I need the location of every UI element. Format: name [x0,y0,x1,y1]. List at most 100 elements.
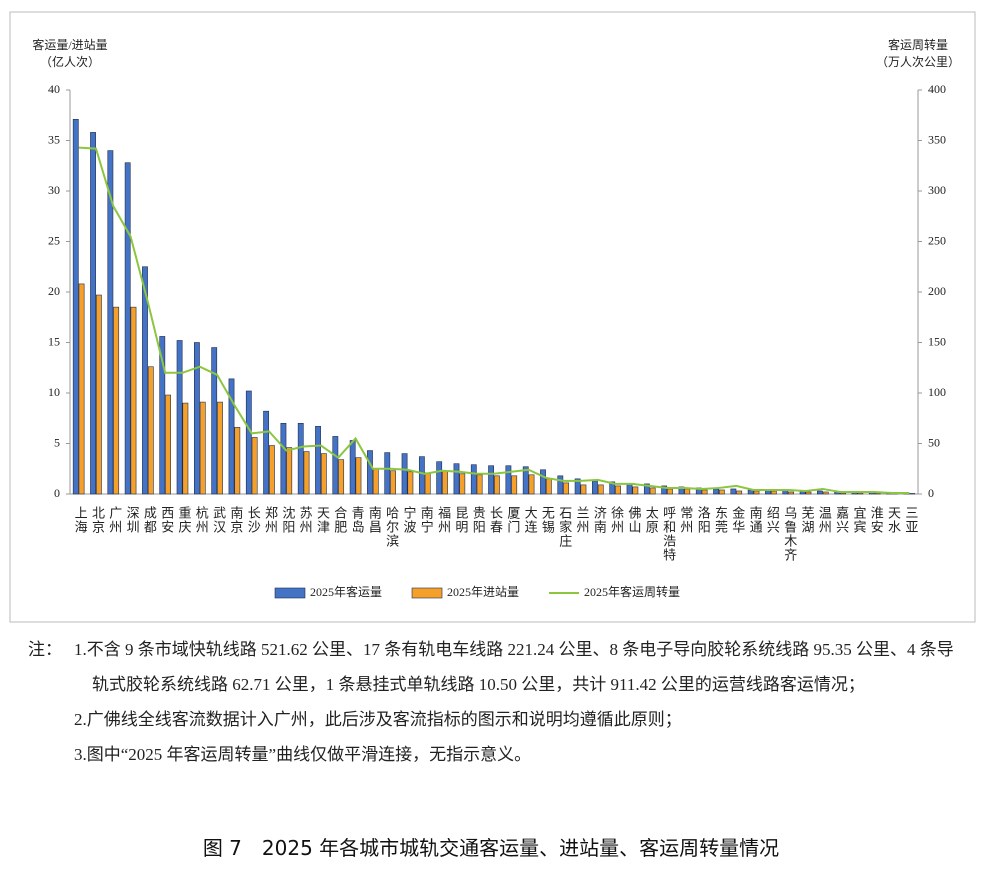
x-tick-label: 三亚 [903,506,918,534]
bar [349,440,356,495]
x-tick-label: 乌鲁木齐 [782,505,797,562]
x-tick-label: 重庆 [177,505,192,534]
bar [857,492,864,495]
y-tick-label: 40 [48,82,60,96]
bar [320,453,327,495]
y2-tick-label: 400 [928,82,946,96]
x-tick-label: 贵阳 [471,506,486,534]
bar [217,401,223,495]
x-tick-label: 金华 [730,505,745,534]
x-tick-label: 上海 [73,506,88,534]
y2-tick-label: 0 [928,486,934,500]
x-tick-label: 佛山 [626,506,641,534]
x-tick-label: 太原 [644,506,659,534]
x-tick-label: 青岛 [350,506,365,534]
bar [840,492,846,495]
bar [545,478,552,495]
bar [782,490,789,495]
y-tick-label: 0 [54,486,60,500]
bar [632,486,639,495]
bar [557,475,564,495]
bar [424,472,431,495]
bar [384,452,391,495]
x-tick-label: 常州 [678,506,693,534]
y-tick-label: 15 [48,334,60,348]
bar [805,491,812,495]
x-tick-label: 南京 [228,505,243,534]
bar [338,459,345,495]
bar [718,489,725,495]
bar [418,456,425,495]
y2-tick-label: 350 [928,132,946,146]
legend-label: 2025年进站量 [447,585,519,599]
bar [488,465,494,495]
bar [442,470,448,495]
y-tick-label: 10 [48,385,60,399]
x-tick-label: 宜宾 [851,506,866,534]
y2-tick-label: 150 [928,334,946,348]
bar [130,306,137,495]
bar [592,480,598,495]
bar [78,283,85,495]
note: 2.广佛线全线客流数据计入广州，此后涉及客流指标的图示和说明均遵循此原则； [74,710,682,729]
note: 1.不含 9 条市域快轨线路 521.62 公里、17 条有轨电车线路 221.… [74,640,954,694]
x-tick-label: 温州 [817,506,832,534]
line [78,146,910,494]
legend-swatch [274,587,306,599]
x-tick-label: 大连 [523,506,538,534]
bar [113,306,120,495]
bar [505,465,512,495]
y-axis-label: 客运量/进站量 [32,37,107,52]
chart: 客运量/进站量 （亿人次） 客运周转量 （万人次公里） 0 5 10 15 20 25 30… [9,11,976,623]
bar [251,437,258,495]
legend-label: 2025年客运量 [310,584,382,599]
bar [286,447,293,495]
bar [263,410,270,495]
x-tick-label: 合肥 [332,506,347,534]
bar [678,486,685,495]
y-tick-label: 20 [48,284,60,298]
bar [193,342,200,495]
bar [72,118,79,495]
x-tick-label: 昆明 [453,506,468,534]
x-tick-label: 广州 [107,506,122,534]
x-tick-label: 厦门 [505,506,520,534]
bar [580,484,587,495]
bar [713,488,719,495]
x-tick-label: 淮安 [869,506,884,534]
bar [540,469,546,495]
x-tick-label: 兰州 [575,506,590,534]
y2-tick-label: 50 [928,435,940,449]
x-tick-label: 西安 [159,506,174,534]
chart-border [9,11,976,623]
bar [228,378,235,495]
bar [436,461,443,495]
x-tick-label: 郑州 [263,506,278,534]
bar [332,436,339,495]
notes-label: 注： [28,640,62,659]
x-tick-label: 呼和浩特 [661,506,676,562]
bar [199,401,206,495]
bar [574,478,581,495]
x-tick-label: 南宁 [419,505,434,534]
bar [182,402,189,495]
x-tick-label: 芜湖 [800,506,815,534]
y-tick-label: 35 [48,132,60,146]
x-tick-label: 沈阳 [280,506,295,534]
bar [165,394,171,495]
bar [615,485,621,495]
x-tick-label: 绍兴 [765,506,780,534]
x-tick-label: 苏州 [298,505,313,534]
bar [124,162,131,495]
note: 3.图中“2025 年客运周转量”曲线仅做平滑连接，无指示意义。 [74,745,532,764]
bar [211,347,218,495]
x-tick-label: 石家庄 [557,506,572,548]
bar [563,482,570,495]
x-tick-label: 福州 [436,506,451,534]
y-axis-label: （亿人次） [40,54,100,69]
bar [684,488,691,495]
bar [476,474,483,495]
y2-axis-label: 客运周转量 [888,37,948,52]
bar [107,150,114,495]
